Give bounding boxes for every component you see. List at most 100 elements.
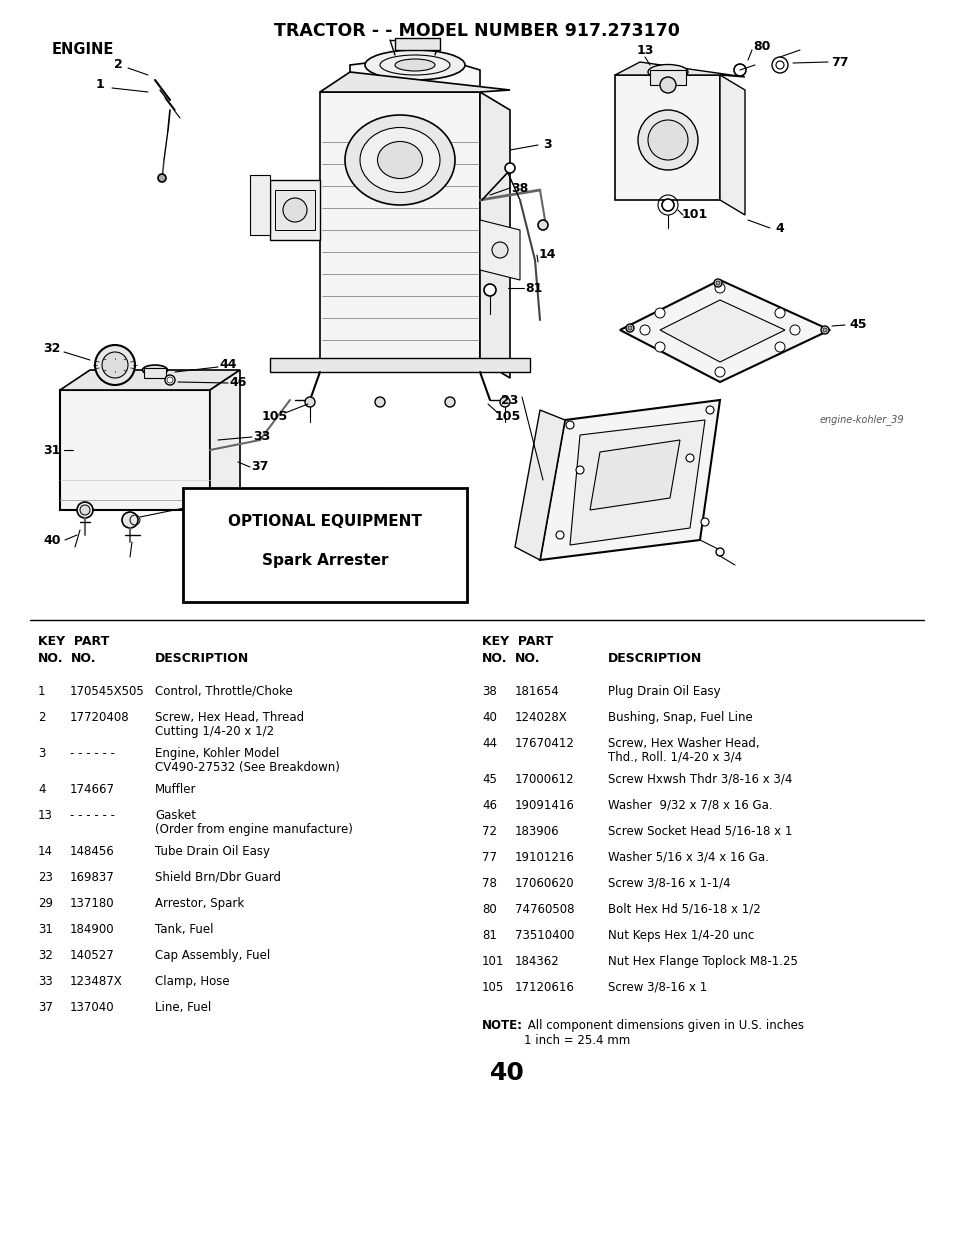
- Text: 31: 31: [43, 444, 61, 456]
- Text: 32: 32: [43, 341, 61, 355]
- Polygon shape: [60, 370, 240, 391]
- Text: Shield Brn/Dbr Guard: Shield Brn/Dbr Guard: [154, 870, 281, 884]
- Circle shape: [714, 367, 724, 377]
- Text: 105: 105: [481, 981, 504, 994]
- Polygon shape: [589, 440, 679, 510]
- Text: 2: 2: [113, 58, 122, 72]
- Text: 46: 46: [481, 799, 497, 812]
- Text: 13: 13: [38, 808, 52, 822]
- Text: 33: 33: [251, 489, 269, 501]
- Text: 19101216: 19101216: [515, 851, 575, 864]
- Text: ENGINE: ENGINE: [52, 42, 114, 57]
- Circle shape: [716, 548, 723, 556]
- Polygon shape: [479, 92, 510, 378]
- Text: 101: 101: [481, 955, 504, 968]
- Text: 77: 77: [830, 56, 848, 68]
- Text: Washer 5/16 x 3/4 x 16 Ga.: Washer 5/16 x 3/4 x 16 Ga.: [607, 851, 768, 864]
- Text: NO.: NO.: [71, 652, 96, 665]
- Text: 17000612: 17000612: [515, 773, 574, 786]
- Text: DESCRIPTION: DESCRIPTION: [607, 652, 701, 665]
- Text: Clamp, Hose: Clamp, Hose: [154, 975, 230, 988]
- Text: Screw 3/8-16 x 1: Screw 3/8-16 x 1: [607, 981, 706, 994]
- Text: 17060620: 17060620: [515, 877, 574, 890]
- Text: 101: 101: [681, 208, 707, 222]
- Circle shape: [685, 454, 693, 463]
- Circle shape: [504, 162, 515, 174]
- Polygon shape: [60, 391, 210, 510]
- Circle shape: [700, 518, 708, 526]
- Polygon shape: [479, 219, 519, 280]
- Circle shape: [305, 397, 314, 407]
- Text: 37: 37: [38, 1001, 52, 1014]
- Text: Screw Hxwsh Thdr 3/8-16 x 3/4: Screw Hxwsh Thdr 3/8-16 x 3/4: [607, 773, 792, 786]
- Text: NO.: NO.: [481, 652, 507, 665]
- Circle shape: [283, 198, 307, 222]
- Text: 184362: 184362: [515, 955, 559, 968]
- Text: 181654: 181654: [515, 684, 559, 698]
- Polygon shape: [569, 420, 704, 546]
- Ellipse shape: [142, 365, 168, 374]
- Text: 137040: 137040: [70, 1001, 114, 1014]
- Circle shape: [122, 512, 138, 528]
- Ellipse shape: [365, 50, 464, 81]
- Circle shape: [638, 110, 698, 170]
- Text: 37: 37: [251, 460, 269, 474]
- Circle shape: [444, 397, 455, 407]
- Text: Arrestor, Spark: Arrestor, Spark: [154, 897, 244, 910]
- Bar: [274, 190, 314, 229]
- Bar: [144, 368, 166, 378]
- Text: 45: 45: [848, 319, 866, 331]
- Circle shape: [733, 64, 745, 76]
- Circle shape: [95, 345, 135, 384]
- Text: 3: 3: [543, 139, 552, 151]
- Circle shape: [158, 174, 166, 182]
- Circle shape: [822, 329, 826, 332]
- Polygon shape: [319, 92, 479, 360]
- Polygon shape: [539, 401, 720, 560]
- Circle shape: [789, 325, 800, 335]
- Text: Plug Drain Oil Easy: Plug Drain Oil Easy: [607, 684, 720, 698]
- Circle shape: [537, 219, 547, 229]
- Text: Thd., Roll. 1/4-20 x 3/4: Thd., Roll. 1/4-20 x 3/4: [607, 751, 741, 764]
- Ellipse shape: [359, 128, 439, 192]
- Text: Gasket: Gasket: [154, 808, 195, 822]
- Text: 124028X: 124028X: [515, 711, 567, 724]
- Text: Nut Hex Flange Toplock M8-1.25: Nut Hex Flange Toplock M8-1.25: [607, 955, 797, 968]
- Text: CV490-27532 (See Breakdown): CV490-27532 (See Breakdown): [154, 761, 339, 774]
- Text: Spark Arrester: Spark Arrester: [261, 553, 388, 568]
- Text: TRACTOR - - MODEL NUMBER 917.273170: TRACTOR - - MODEL NUMBER 917.273170: [274, 22, 679, 40]
- Ellipse shape: [377, 141, 422, 179]
- Text: OPTIONAL EQUIPMENT: OPTIONAL EQUIPMENT: [228, 515, 421, 529]
- Circle shape: [774, 342, 784, 352]
- Text: Cap Assembly, Fuel: Cap Assembly, Fuel: [154, 949, 270, 962]
- FancyBboxPatch shape: [183, 489, 467, 601]
- Ellipse shape: [647, 64, 687, 79]
- Text: KEY  PART: KEY PART: [481, 635, 553, 649]
- Text: 33: 33: [253, 430, 271, 444]
- Text: 17120616: 17120616: [515, 981, 575, 994]
- Circle shape: [80, 505, 90, 515]
- Circle shape: [627, 326, 631, 330]
- Text: 140527: 140527: [70, 949, 114, 962]
- Text: NO.: NO.: [515, 652, 540, 665]
- Text: 33: 33: [38, 975, 52, 988]
- Text: 77: 77: [481, 851, 497, 864]
- Text: Screw, Hex Head, Thread: Screw, Hex Head, Thread: [154, 711, 304, 724]
- Text: 23: 23: [500, 393, 518, 407]
- Circle shape: [771, 57, 787, 73]
- Text: 46: 46: [229, 377, 247, 389]
- Text: 19091416: 19091416: [515, 799, 575, 812]
- Circle shape: [375, 397, 385, 407]
- Text: 137180: 137180: [70, 897, 114, 910]
- Text: Bolt Hex Hd 5/16-18 x 1/2: Bolt Hex Hd 5/16-18 x 1/2: [607, 903, 760, 916]
- Text: 17720408: 17720408: [70, 711, 130, 724]
- Circle shape: [483, 284, 496, 296]
- Text: 78: 78: [481, 877, 497, 890]
- Text: 14: 14: [38, 844, 53, 858]
- Text: 1 inch = 25.4 mm: 1 inch = 25.4 mm: [523, 1034, 630, 1047]
- Text: Line, Fuel: Line, Fuel: [154, 1001, 211, 1014]
- Text: - - - - - -: - - - - - -: [70, 808, 115, 822]
- Text: 38: 38: [481, 684, 497, 698]
- Polygon shape: [615, 74, 720, 200]
- Circle shape: [655, 308, 664, 317]
